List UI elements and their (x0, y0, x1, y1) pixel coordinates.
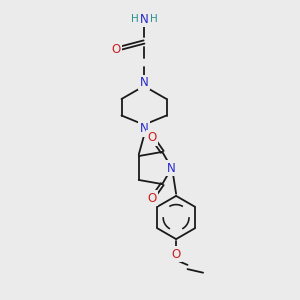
Text: H: H (130, 14, 138, 25)
Text: N: N (140, 122, 148, 136)
Text: O: O (148, 131, 157, 144)
Text: N: N (167, 161, 176, 175)
Text: O: O (111, 43, 120, 56)
Text: N: N (140, 13, 148, 26)
Text: O: O (148, 192, 157, 205)
Text: O: O (172, 248, 181, 261)
Text: N: N (140, 76, 148, 89)
Text: H: H (150, 14, 158, 25)
